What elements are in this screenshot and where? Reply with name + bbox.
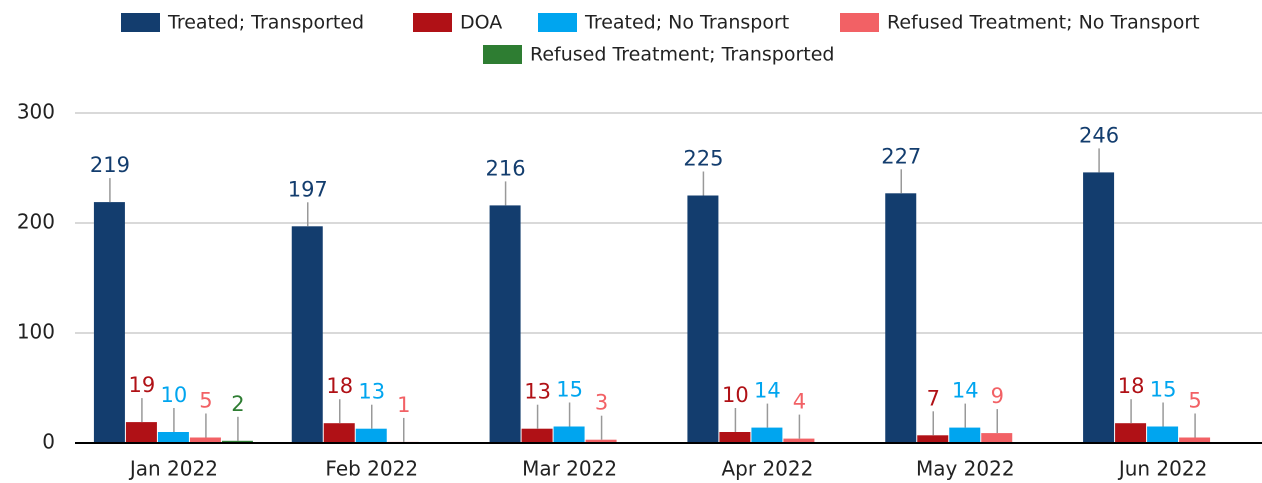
x-tick-label: May 2022 [916,457,1015,481]
x-tick-label: Apr 2022 [721,457,813,481]
bar [1179,437,1211,443]
legend-swatch [483,45,522,64]
bar [687,195,719,443]
bar [885,193,917,443]
data-label: 219 [90,153,130,177]
data-label: 5 [1188,389,1201,413]
x-tick-label: Feb 2022 [325,457,418,481]
bar [189,437,221,443]
bar [521,428,553,443]
bar [949,427,981,443]
data-label: 10 [722,383,749,407]
y-tick-label: 200 [17,210,55,234]
data-label: 9 [991,384,1004,408]
data-label: 19 [129,373,156,397]
legend-swatch [840,13,879,32]
bar [783,438,815,443]
data-label: 5 [199,389,212,413]
legend-label: Refused Treatment; Transported [530,44,834,66]
bar [291,226,323,443]
bar [125,422,157,443]
data-label: 18 [1118,374,1145,398]
bar [719,432,751,443]
data-label: 216 [486,156,526,180]
data-label: 3 [595,391,608,415]
data-label: 197 [288,177,328,201]
x-tick-label: Jan 2022 [128,457,218,481]
bar [355,428,387,443]
bar [489,205,521,443]
data-label: 13 [524,380,551,404]
bar [1115,423,1147,443]
data-label: 14 [754,379,781,403]
legend-label: Treated; Transported [167,12,364,34]
bar [917,435,949,443]
bar [585,439,617,443]
data-label: 15 [556,378,583,402]
legend-label: DOA [460,12,502,34]
data-label: 2 [231,392,244,416]
y-tick-label: 0 [42,430,55,454]
bar [1147,426,1179,443]
x-tick-label: Mar 2022 [522,457,617,481]
legend-label: Treated; No Transport [584,12,789,34]
data-label: 14 [952,379,979,403]
bar [751,427,783,443]
y-tick-label: 300 [17,100,55,124]
legend-label: Refused Treatment; No Transport [887,12,1200,34]
data-label: 225 [683,147,723,171]
y-tick-label: 100 [17,320,55,344]
data-label: 4 [793,390,806,414]
data-label: 13 [358,380,385,404]
bar [981,433,1013,443]
legend-swatch [413,13,452,32]
data-label: 7 [927,386,940,410]
legend-swatch [538,13,577,32]
data-label: 227 [881,144,921,168]
data-label: 10 [161,383,188,407]
bar [1083,172,1115,443]
legend-swatch [121,13,160,32]
data-label: 18 [326,374,353,398]
bar [553,426,585,443]
bar [221,440,253,443]
data-label: 1 [397,393,410,417]
data-label: 15 [1150,378,1177,402]
bar [93,202,125,443]
data-label: 246 [1079,123,1119,147]
bar [323,423,355,443]
x-tick-label: Jun 2022 [1117,457,1208,481]
bar [157,432,189,443]
